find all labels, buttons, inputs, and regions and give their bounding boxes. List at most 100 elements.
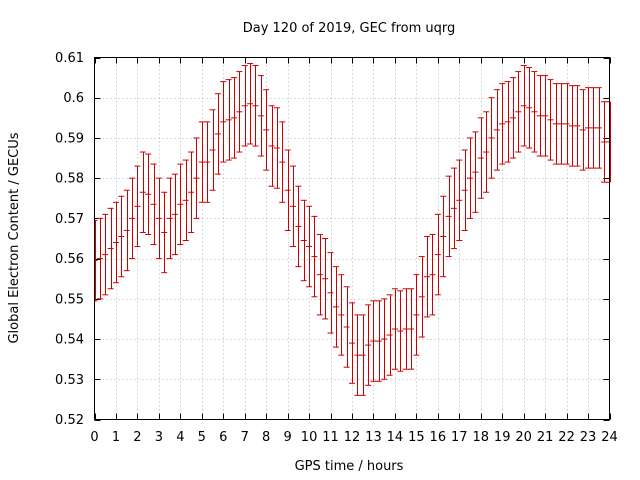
x-tick-label: 5 xyxy=(198,430,206,445)
x-tick-label: 20 xyxy=(515,430,532,445)
error-bar-point xyxy=(542,75,549,157)
error-bar-point xyxy=(316,233,323,316)
error-bar-point xyxy=(123,189,130,272)
error-bar-point xyxy=(568,85,575,167)
x-tick-label: 14 xyxy=(387,430,404,445)
x-tick-label: 1 xyxy=(112,430,120,445)
error-bar-point xyxy=(547,79,554,161)
error-bar-point xyxy=(252,65,259,147)
x-tick-label: 16 xyxy=(430,430,447,445)
error-bar-point xyxy=(467,137,474,219)
error-bar-point xyxy=(343,286,350,368)
error-bar-point xyxy=(300,199,307,282)
x-tick-label: 24 xyxy=(601,430,618,445)
x-tick-label: 7 xyxy=(241,430,249,445)
x-tick-label: 18 xyxy=(472,430,489,445)
error-bar-point xyxy=(279,121,286,203)
y-tick-label: 0.58 xyxy=(55,172,84,187)
error-bar-point xyxy=(166,177,173,260)
y-tick-label: 0.57 xyxy=(55,212,84,227)
error-bar-point xyxy=(365,304,372,386)
x-tick-label: 11 xyxy=(322,430,339,445)
error-bar-point xyxy=(311,215,318,298)
error-bar-point xyxy=(424,235,431,318)
x-tick-labels: 0 1 2 3 4 5 6 7 8 9 10 11 12 13 14 15 16 17 18 19 20 21 22 23 24 xyxy=(90,430,617,445)
error-bar-point xyxy=(450,167,457,250)
error-bar-point xyxy=(488,97,495,179)
error-bar-point xyxy=(263,89,270,171)
error-bar-point xyxy=(483,111,490,193)
error-bar-point xyxy=(171,173,178,256)
error-bar-point xyxy=(445,175,452,258)
chart-title: Day 120 of 2019, GEC from uqrg xyxy=(243,21,456,36)
y-tick-label: 0.56 xyxy=(55,252,84,267)
error-bar-point xyxy=(220,81,227,163)
x-tick-label: 13 xyxy=(365,430,382,445)
error-bar-point xyxy=(354,314,361,396)
x-tick-label: 12 xyxy=(344,430,361,445)
error-bar-point xyxy=(96,217,103,300)
error-bar-point xyxy=(204,121,211,203)
error-bar-point xyxy=(509,77,516,159)
error-bar-point xyxy=(257,75,264,157)
tick-marks xyxy=(94,57,611,421)
x-tick-label: 8 xyxy=(262,430,270,445)
x-tick-label: 2 xyxy=(133,430,141,445)
error-bars xyxy=(94,63,611,396)
error-bar-point xyxy=(563,83,570,165)
y-tick-label: 0.55 xyxy=(55,292,84,307)
error-bar-point xyxy=(499,83,506,165)
error-bar-point xyxy=(402,288,409,370)
error-bar-point xyxy=(161,191,168,274)
error-bar-point xyxy=(225,79,232,161)
y-tick-label: 0.6 xyxy=(63,91,84,106)
error-bar-point xyxy=(289,165,296,248)
error-bar-point xyxy=(322,238,329,320)
error-bar-point xyxy=(413,274,420,356)
error-bar-point xyxy=(284,149,291,231)
error-bar-point xyxy=(118,195,125,278)
error-bar-point xyxy=(477,117,484,199)
error-bar-point xyxy=(247,63,254,145)
plot-frame xyxy=(94,57,610,420)
error-bar-point xyxy=(558,83,565,165)
error-bar-point xyxy=(338,274,345,356)
x-tick-label: 23 xyxy=(580,430,597,445)
y-tick-labels: 0.52 0.53 0.54 0.55 0.56 0.57 0.58 0.59 0.6 0.61 xyxy=(55,51,84,428)
x-tick-label: 9 xyxy=(283,430,291,445)
x-tick-label: 22 xyxy=(558,430,575,445)
error-bar-point xyxy=(493,89,500,171)
error-bar-point xyxy=(241,65,248,147)
error-bar-point xyxy=(155,177,162,260)
error-bar-point xyxy=(552,83,559,165)
x-tick-label: 4 xyxy=(176,430,184,445)
error-bar-point xyxy=(295,185,302,268)
error-bar-point xyxy=(188,151,195,233)
y-tick-label: 0.59 xyxy=(55,131,84,146)
error-bar-point xyxy=(134,165,141,248)
error-bar-point xyxy=(520,65,527,147)
y-tick-label: 0.54 xyxy=(55,333,84,348)
error-bar-point xyxy=(526,67,533,149)
x-tick-label: 3 xyxy=(155,430,163,445)
error-bar-point xyxy=(112,201,119,284)
x-tick-label: 0 xyxy=(90,430,98,445)
error-bar-point xyxy=(601,101,608,183)
x-tick-label: 10 xyxy=(301,430,318,445)
error-bar-point xyxy=(139,151,146,233)
error-bar-point xyxy=(574,85,581,167)
error-bar-point xyxy=(129,177,136,260)
error-bar-point xyxy=(230,77,237,159)
x-tick-label: 19 xyxy=(494,430,511,445)
error-bar-point xyxy=(408,288,415,370)
error-bar-point xyxy=(590,87,597,169)
error-bar-point xyxy=(429,233,436,316)
error-bar-point xyxy=(418,256,425,338)
x-tick-label: 21 xyxy=(537,430,554,445)
x-tick-label: 17 xyxy=(451,430,468,445)
error-bar-point xyxy=(193,137,200,219)
error-bar-point xyxy=(349,302,355,384)
error-bar-point xyxy=(102,213,109,296)
error-bar-point xyxy=(579,89,586,171)
